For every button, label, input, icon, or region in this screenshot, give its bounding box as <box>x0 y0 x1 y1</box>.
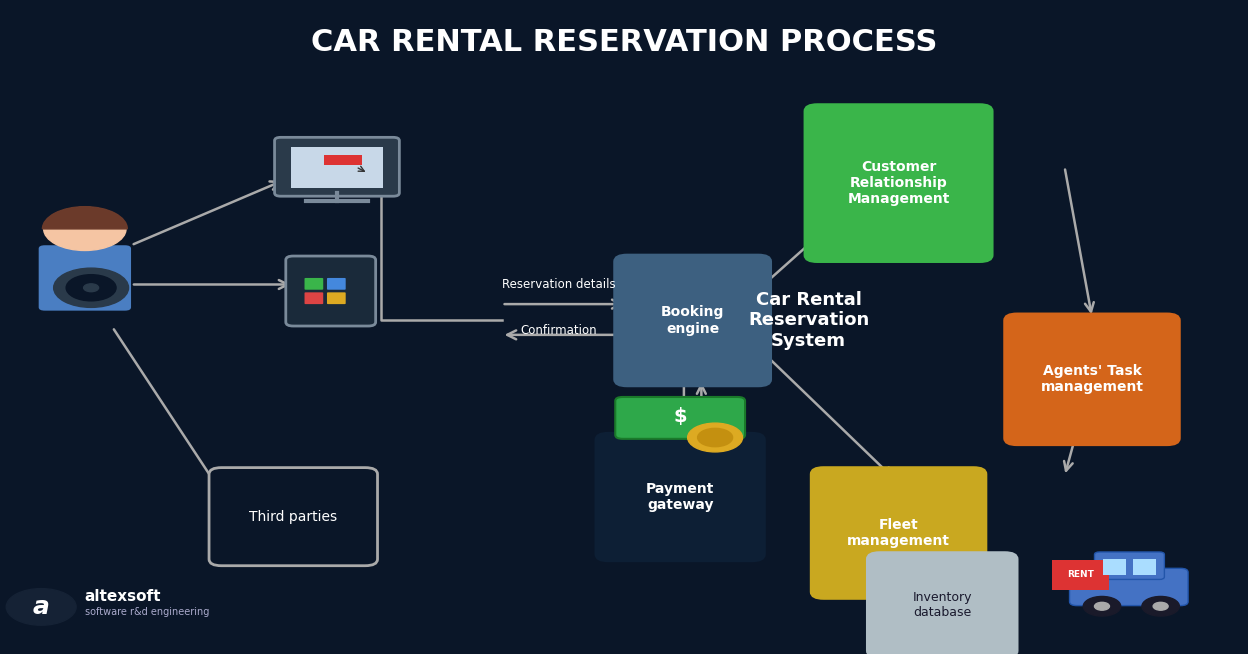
Circle shape <box>698 428 733 447</box>
FancyBboxPatch shape <box>1005 314 1179 445</box>
FancyBboxPatch shape <box>305 278 323 290</box>
FancyBboxPatch shape <box>327 292 346 304</box>
Text: CAR RENTAL RESERVATION PROCESS: CAR RENTAL RESERVATION PROCESS <box>311 28 937 57</box>
FancyBboxPatch shape <box>208 468 377 566</box>
Text: Fleet
management: Fleet management <box>847 518 950 548</box>
FancyBboxPatch shape <box>39 245 131 311</box>
Text: Booking
engine: Booking engine <box>661 305 724 336</box>
Wedge shape <box>42 207 127 229</box>
Circle shape <box>66 275 116 301</box>
FancyBboxPatch shape <box>1052 560 1109 590</box>
FancyBboxPatch shape <box>867 553 1017 654</box>
Text: altexsoft: altexsoft <box>85 589 161 604</box>
FancyBboxPatch shape <box>811 468 986 598</box>
Text: Customer
Relationship
Management: Customer Relationship Management <box>847 160 950 206</box>
Text: Payment
gateway: Payment gateway <box>646 482 714 512</box>
FancyBboxPatch shape <box>805 105 992 262</box>
FancyBboxPatch shape <box>291 147 383 188</box>
FancyBboxPatch shape <box>615 255 771 386</box>
Circle shape <box>1094 602 1109 610</box>
Text: Agents' Task
management: Agents' Task management <box>1041 364 1143 394</box>
Circle shape <box>1142 596 1179 616</box>
Text: a: a <box>32 595 50 619</box>
FancyBboxPatch shape <box>1094 552 1164 579</box>
Circle shape <box>84 284 99 292</box>
Text: Inventory
database: Inventory database <box>912 591 972 619</box>
FancyBboxPatch shape <box>275 137 399 196</box>
Circle shape <box>688 423 743 452</box>
FancyBboxPatch shape <box>1103 559 1126 575</box>
FancyBboxPatch shape <box>305 292 323 304</box>
FancyBboxPatch shape <box>615 397 745 439</box>
Text: Confirmation: Confirmation <box>520 324 598 337</box>
Circle shape <box>6 589 76 625</box>
Text: software r&d engineering: software r&d engineering <box>85 607 210 617</box>
Text: Third parties: Third parties <box>250 509 337 524</box>
FancyBboxPatch shape <box>597 434 764 561</box>
Text: Car Rental
Reservation
System: Car Rental Reservation System <box>748 290 870 351</box>
Text: Reservation details: Reservation details <box>502 278 617 291</box>
Circle shape <box>54 268 129 307</box>
FancyBboxPatch shape <box>1133 559 1156 575</box>
FancyBboxPatch shape <box>1070 568 1188 606</box>
Circle shape <box>44 207 126 250</box>
FancyBboxPatch shape <box>327 278 346 290</box>
Text: RENT: RENT <box>1067 570 1094 579</box>
Circle shape <box>1083 596 1121 616</box>
FancyBboxPatch shape <box>286 256 376 326</box>
FancyBboxPatch shape <box>324 155 362 165</box>
Text: $: $ <box>674 407 686 426</box>
Circle shape <box>1153 602 1168 610</box>
